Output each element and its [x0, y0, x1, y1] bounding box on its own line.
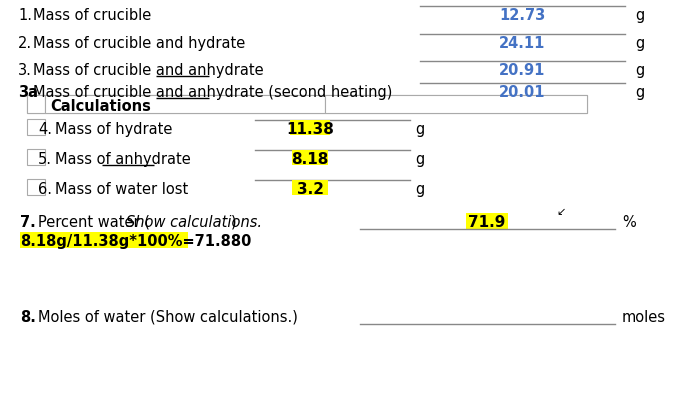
Text: 24.11: 24.11 — [499, 36, 546, 51]
Text: Calculations: Calculations — [50, 99, 151, 114]
Text: Mass of crucible and hydrate: Mass of crucible and hydrate — [33, 36, 245, 51]
Text: g: g — [635, 8, 644, 23]
Text: Moles of water (Show calculations.): Moles of water (Show calculations.) — [38, 309, 298, 324]
Text: 8.: 8. — [20, 309, 36, 324]
Bar — [290, 121, 330, 136]
Text: g: g — [635, 36, 644, 51]
Bar — [27, 120, 45, 136]
Text: 8.18: 8.18 — [291, 152, 329, 166]
Bar — [20, 233, 188, 248]
Bar — [292, 151, 328, 166]
Text: 3.2: 3.2 — [297, 182, 323, 197]
Text: 20.01: 20.01 — [499, 85, 546, 100]
Text: Mass of crucible and anhydrate: Mass of crucible and anhydrate — [33, 63, 264, 78]
Text: Percent water (: Percent water ( — [38, 214, 150, 230]
Text: %: % — [622, 214, 636, 230]
Text: 4.: 4. — [38, 122, 52, 137]
Text: Show calculations.: Show calculations. — [126, 214, 262, 230]
Text: 11.38: 11.38 — [286, 122, 334, 137]
Text: Mass of anhydrate: Mass of anhydrate — [55, 152, 190, 166]
Bar — [27, 96, 45, 114]
Bar — [27, 180, 45, 195]
Bar — [27, 96, 587, 114]
Text: g: g — [415, 122, 424, 137]
Text: 20.91: 20.91 — [499, 63, 546, 78]
Text: g: g — [415, 182, 424, 197]
Text: 3a: 3a — [18, 85, 38, 100]
Text: g: g — [415, 152, 424, 166]
Text: 8.18g/11.38g*100%=71.880: 8.18g/11.38g*100%=71.880 — [20, 233, 251, 248]
Text: 7.: 7. — [20, 214, 36, 230]
Text: Mass of water lost: Mass of water lost — [55, 182, 188, 197]
Text: ↙: ↙ — [556, 206, 566, 216]
Text: g: g — [635, 85, 644, 100]
Text: 5.: 5. — [38, 152, 52, 166]
Bar — [325, 96, 587, 114]
Bar — [27, 150, 45, 166]
Text: 2.: 2. — [18, 36, 32, 51]
Text: 3.: 3. — [18, 63, 32, 78]
Bar — [292, 180, 328, 195]
Text: 6.: 6. — [38, 182, 52, 197]
Text: moles: moles — [622, 309, 666, 324]
Text: 1.: 1. — [18, 8, 32, 23]
Text: Mass of hydrate: Mass of hydrate — [55, 122, 172, 137]
Bar — [45, 96, 325, 114]
Text: Mass of crucible and anhydrate (second heating): Mass of crucible and anhydrate (second h… — [33, 85, 393, 100]
Text: 12.73: 12.73 — [499, 8, 545, 23]
Text: g: g — [635, 63, 644, 78]
Bar — [466, 214, 508, 230]
Text: ): ) — [231, 214, 237, 230]
Text: 71.9: 71.9 — [468, 214, 505, 230]
Text: Mass of crucible: Mass of crucible — [33, 8, 151, 23]
